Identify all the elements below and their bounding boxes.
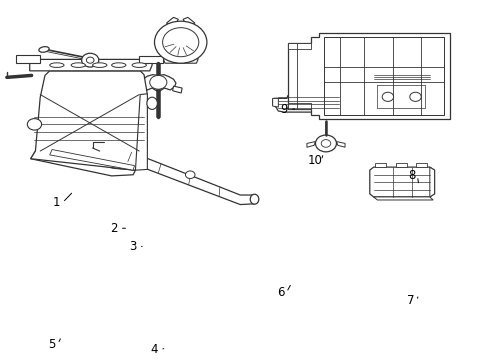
Text: 5: 5 [49,338,56,351]
Ellipse shape [250,194,259,204]
Polygon shape [430,80,435,113]
Ellipse shape [39,47,49,52]
Text: 1: 1 [53,196,61,209]
Polygon shape [31,151,135,176]
Ellipse shape [93,63,107,67]
Polygon shape [288,33,450,118]
Text: 6: 6 [277,286,285,299]
Polygon shape [302,89,321,93]
Circle shape [154,21,207,63]
Polygon shape [272,88,343,112]
Polygon shape [307,141,316,147]
Polygon shape [373,113,433,117]
Circle shape [163,28,199,57]
Polygon shape [323,37,444,115]
Text: 2: 2 [110,222,118,235]
Polygon shape [430,167,435,197]
Polygon shape [183,17,195,26]
Ellipse shape [112,63,126,67]
Circle shape [321,140,331,147]
Text: 8: 8 [408,170,416,183]
Polygon shape [135,94,147,170]
Text: 3: 3 [129,240,137,253]
Circle shape [82,53,99,67]
Polygon shape [337,141,345,147]
Text: 10: 10 [308,154,323,167]
Polygon shape [140,75,176,92]
Circle shape [185,171,195,179]
Polygon shape [288,103,311,109]
Polygon shape [139,56,163,63]
Circle shape [410,92,421,102]
Ellipse shape [132,63,147,67]
Polygon shape [172,86,182,93]
Polygon shape [167,17,178,26]
Circle shape [27,118,42,130]
Polygon shape [373,197,433,200]
Text: 9: 9 [280,103,288,116]
Polygon shape [134,86,144,93]
Polygon shape [416,162,427,167]
Ellipse shape [49,63,64,67]
Polygon shape [30,59,152,71]
Polygon shape [163,59,198,63]
Polygon shape [370,167,435,197]
Circle shape [382,92,393,102]
Polygon shape [49,149,134,170]
Ellipse shape [147,97,157,109]
Text: 7: 7 [407,294,415,307]
Polygon shape [395,162,407,167]
Circle shape [86,57,94,63]
Polygon shape [375,162,387,167]
Polygon shape [100,141,254,204]
Circle shape [150,76,167,89]
Polygon shape [370,80,435,113]
Polygon shape [370,73,431,80]
Circle shape [316,135,337,152]
Polygon shape [272,98,278,107]
Polygon shape [31,71,147,170]
Text: 4: 4 [151,343,158,356]
Polygon shape [16,55,40,63]
Polygon shape [288,43,311,49]
Ellipse shape [71,63,85,67]
